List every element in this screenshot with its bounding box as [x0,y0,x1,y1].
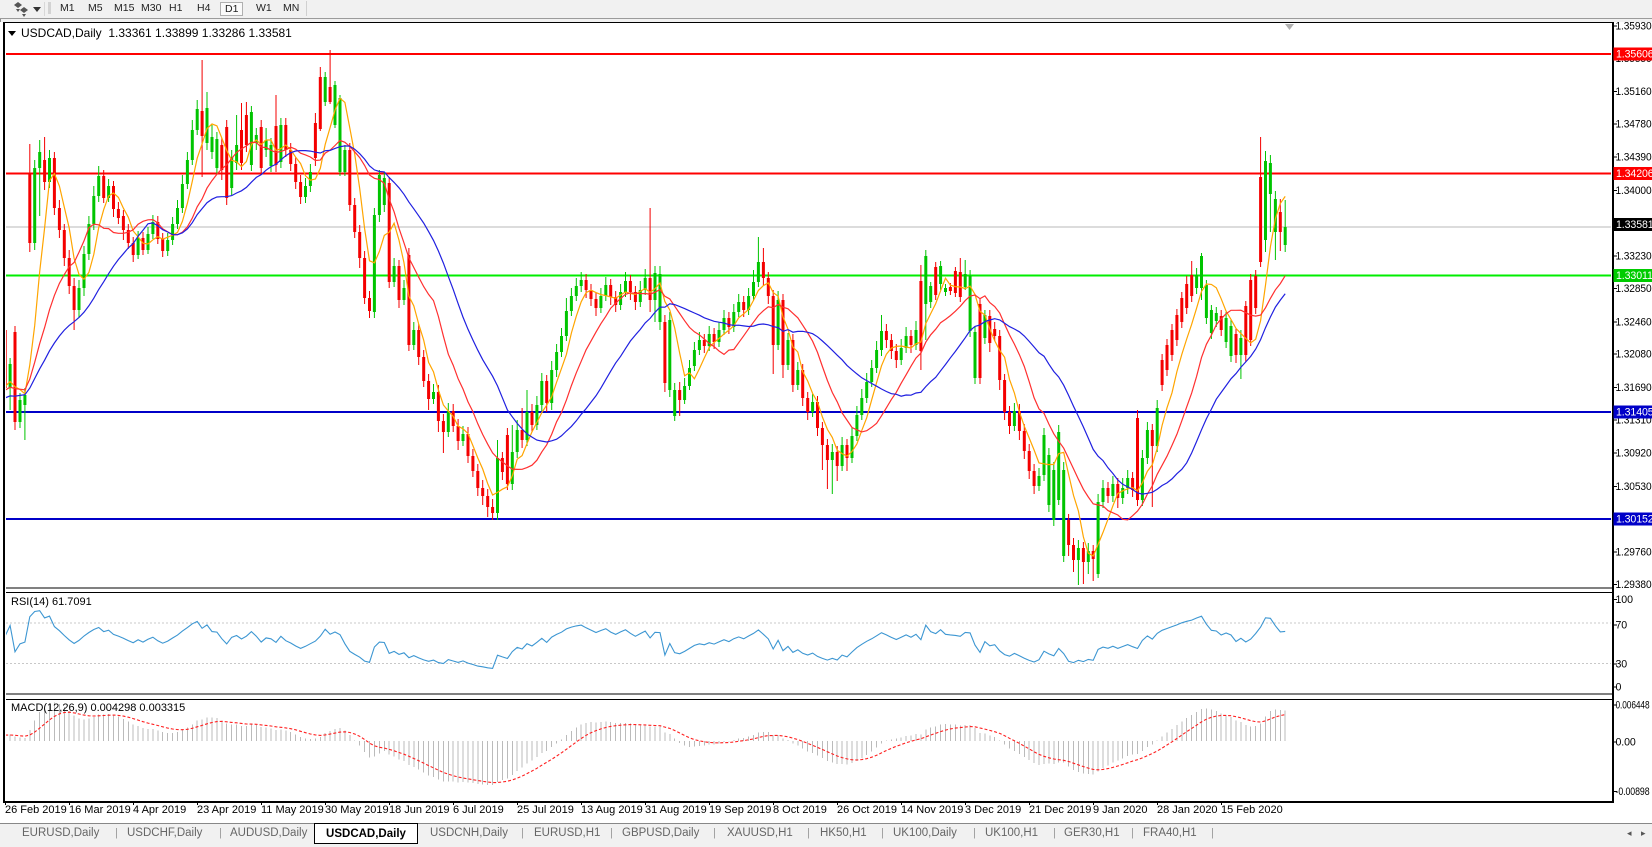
svg-text:1.35160: 1.35160 [1616,86,1652,98]
svg-text:100: 100 [1616,594,1634,606]
svg-text:26 Feb 2019: 26 Feb 2019 [5,804,67,816]
svg-text:1.34780: 1.34780 [1616,119,1652,131]
svg-text:RSI(14) 61.7091: RSI(14) 61.7091 [11,596,92,608]
svg-text:28 Jan 2020: 28 Jan 2020 [1157,804,1218,816]
svg-text:1.31405: 1.31405 [1616,407,1652,419]
svg-text:14 Nov 2019: 14 Nov 2019 [901,804,963,816]
svg-text:1.32850: 1.32850 [1616,283,1652,295]
svg-text:1.34390: 1.34390 [1616,152,1652,164]
svg-text:1.29380: 1.29380 [1616,579,1652,591]
svg-text:25 Jul 2019: 25 Jul 2019 [517,804,574,816]
svg-text:1.34000: 1.34000 [1616,185,1652,197]
svg-text:1.33011: 1.33011 [1616,270,1652,282]
svg-text:23 Apr 2019: 23 Apr 2019 [197,804,256,816]
svg-text:16 Mar 2019: 16 Mar 2019 [69,804,131,816]
svg-text:1.34206: 1.34206 [1616,168,1652,180]
svg-text:1.30152: 1.30152 [1616,514,1652,526]
svg-text:21 Dec 2019: 21 Dec 2019 [1029,804,1091,816]
svg-text:1.32080: 1.32080 [1616,349,1652,361]
svg-text:15 Feb 2020: 15 Feb 2020 [1221,804,1283,816]
svg-text:-0.00898: -0.00898 [1616,786,1650,798]
svg-text:11 May 2019: 11 May 2019 [261,804,324,816]
svg-text:MACD(12,26,9) 0.004298 0.00331: MACD(12,26,9) 0.004298 0.003315 [11,702,185,714]
svg-text:0.00: 0.00 [1616,737,1636,749]
svg-text:1.30920: 1.30920 [1616,448,1652,460]
svg-text:4 Apr 2019: 4 Apr 2019 [133,804,186,816]
svg-text:18 Jun 2019: 18 Jun 2019 [389,804,450,816]
svg-text:19 Sep 2019: 19 Sep 2019 [709,804,771,816]
svg-text:31 Aug 2019: 31 Aug 2019 [645,804,707,816]
svg-text:70: 70 [1616,620,1628,632]
svg-text:1.35606: 1.35606 [1616,49,1652,61]
svg-text:1.35930: 1.35930 [1616,22,1652,32]
svg-text:6 Jul 2019: 6 Jul 2019 [453,804,504,816]
svg-text:0.006448: 0.006448 [1616,700,1650,712]
svg-text:1.33581: 1.33581 [1616,219,1652,231]
svg-text:8 Oct 2019: 8 Oct 2019 [773,804,827,816]
svg-text:30 May 2019: 30 May 2019 [325,804,389,816]
svg-text:1.29760: 1.29760 [1616,547,1652,559]
svg-text:1.31690: 1.31690 [1616,382,1652,394]
svg-text:3 Dec 2019: 3 Dec 2019 [965,804,1021,816]
svg-text:9 Jan 2020: 9 Jan 2020 [1093,804,1147,816]
svg-text:1.32460: 1.32460 [1616,316,1652,328]
svg-text:26 Oct 2019: 26 Oct 2019 [837,804,897,816]
svg-text:1.33230: 1.33230 [1616,251,1652,263]
svg-text:30: 30 [1616,659,1628,671]
svg-text:1.30530: 1.30530 [1616,481,1652,493]
svg-text:USDCAD,Daily 1.33361 1.33899: USDCAD,Daily 1.33361 1.33899 1.33286 1.3… [21,26,292,40]
svg-text:13 Aug 2019: 13 Aug 2019 [581,804,643,816]
